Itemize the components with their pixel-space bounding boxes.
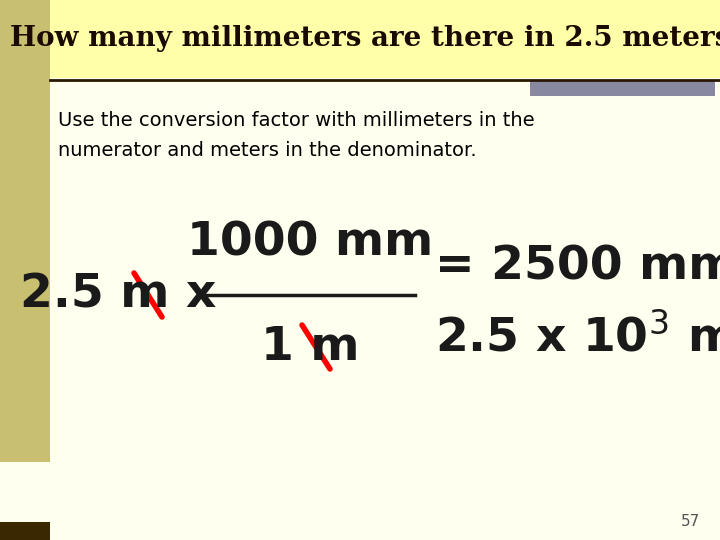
Text: = 2500 mm: = 2500 mm: [435, 245, 720, 289]
Text: 2.5 m x: 2.5 m x: [20, 273, 217, 318]
Bar: [530, 80, 715, 96]
Text: 57: 57: [680, 515, 700, 530]
Text: 1000 mm: 1000 mm: [187, 220, 433, 266]
Text: 1 m: 1 m: [261, 325, 359, 369]
Bar: [0, 522, 50, 540]
Text: 2.5 x 10$^3$ mm: 2.5 x 10$^3$ mm: [435, 314, 720, 361]
Text: numerator and meters in the denominator.: numerator and meters in the denominator.: [58, 140, 477, 159]
Text: How many millimeters are there in 2.5 meters?: How many millimeters are there in 2.5 me…: [10, 25, 720, 52]
Bar: [0, 0, 50, 462]
Text: Use the conversion factor with millimeters in the: Use the conversion factor with millimete…: [58, 111, 535, 130]
Bar: [0, 0, 720, 78]
